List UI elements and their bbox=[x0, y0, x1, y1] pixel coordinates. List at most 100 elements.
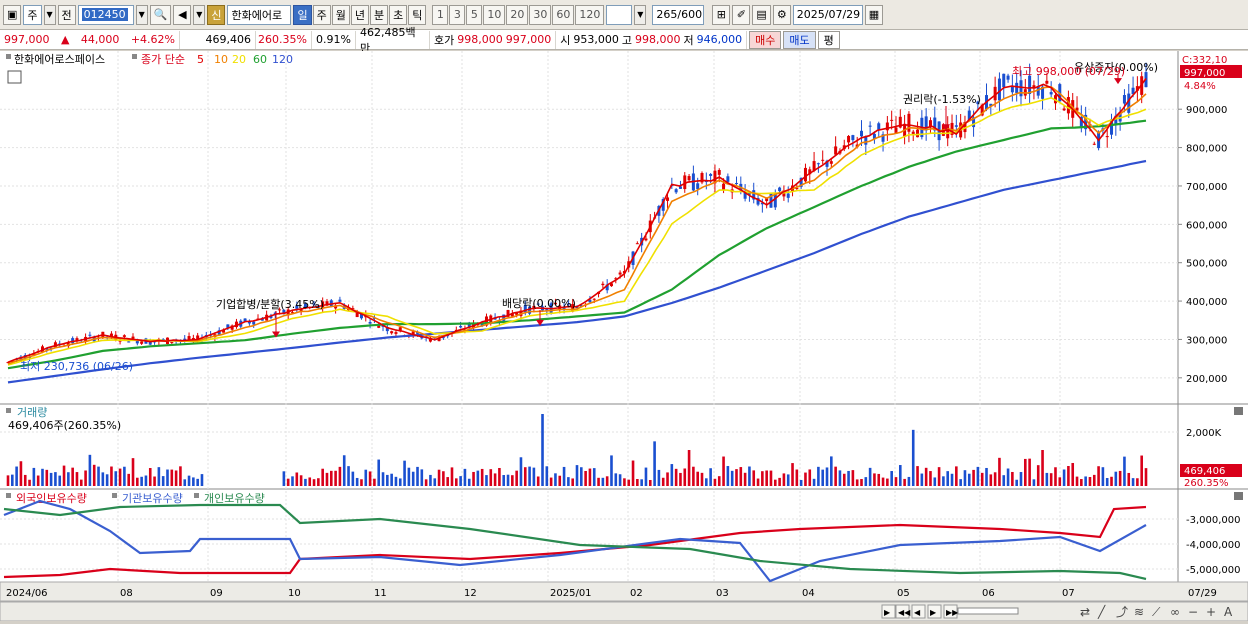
eval-button[interactable]: 평 bbox=[817, 30, 840, 49]
period-tab-6[interactable]: 틱 bbox=[408, 4, 427, 25]
drag-icon[interactable]: ⇄ bbox=[1080, 605, 1090, 619]
volume-bar bbox=[972, 469, 975, 486]
count-field[interactable]: 265/600 bbox=[652, 4, 705, 25]
interval-tab-30[interactable]: 30 bbox=[529, 4, 552, 25]
volume-bar bbox=[950, 473, 954, 486]
trend-icon[interactable]: ⤴ bbox=[1116, 604, 1128, 619]
candle-body bbox=[1114, 115, 1118, 125]
prev-button[interactable]: 전 bbox=[57, 4, 76, 25]
period-tab-1[interactable]: 주 bbox=[312, 4, 331, 25]
zoom-out-icon[interactable]: − bbox=[1188, 605, 1198, 619]
line-tool-icon[interactable]: ╱ bbox=[1097, 604, 1106, 619]
candle-body bbox=[571, 304, 575, 312]
volume-bar bbox=[355, 477, 359, 486]
interval-tab-60[interactable]: 60 bbox=[552, 4, 575, 25]
volume-bar bbox=[679, 472, 682, 486]
link-icon[interactable]: ∞ bbox=[1170, 605, 1180, 619]
volume-bar bbox=[571, 478, 574, 486]
step-forward-icon: ▶ bbox=[930, 608, 937, 617]
candle-body bbox=[808, 169, 812, 175]
zoom-in-icon[interactable]: + bbox=[1206, 605, 1216, 619]
volume-bar bbox=[743, 472, 747, 486]
volume-close-icon[interactable] bbox=[1234, 407, 1243, 415]
new-button[interactable]: 신 bbox=[207, 4, 226, 25]
candle-body bbox=[614, 278, 618, 280]
volume-bar bbox=[610, 455, 613, 486]
speaker-dropdown-icon[interactable]: ▼ bbox=[193, 4, 206, 25]
candle-body bbox=[963, 121, 967, 133]
holdings-close-icon[interactable] bbox=[1234, 492, 1243, 500]
holdings-panel[interactable] bbox=[0, 489, 1248, 581]
x-axis-label: 08 bbox=[120, 588, 133, 599]
step-forward-icon-button[interactable] bbox=[927, 604, 942, 619]
volume-bar bbox=[71, 467, 74, 486]
interval-tab-20[interactable]: 20 bbox=[506, 4, 529, 25]
buy-button[interactable]: 매수 bbox=[749, 30, 782, 49]
holdings-legend-1: 기관보유수량 bbox=[122, 492, 183, 505]
font-icon[interactable]: A bbox=[1224, 605, 1233, 619]
volume-bar bbox=[705, 478, 708, 486]
candle-body bbox=[752, 190, 756, 200]
window-menu-icon[interactable]: ▣ bbox=[3, 4, 22, 25]
volume-bar bbox=[808, 469, 812, 486]
price-y-tick-label: 500,000 bbox=[1186, 259, 1227, 270]
interval-tab-3[interactable]: 3 bbox=[449, 4, 466, 25]
candle-body bbox=[247, 321, 251, 324]
search-icon[interactable]: 🔍 bbox=[149, 4, 172, 25]
draw-tool-icon[interactable]: ✐ bbox=[732, 4, 751, 25]
date-field[interactable]: 2025/07/29 bbox=[792, 4, 863, 25]
candle-body bbox=[351, 308, 355, 310]
candle-body bbox=[743, 191, 747, 199]
period-tab-3[interactable]: 년 bbox=[350, 4, 369, 25]
period-tab-5[interactable]: 초 bbox=[389, 4, 408, 25]
candle-body bbox=[635, 243, 639, 245]
period-tab-4[interactable]: 분 bbox=[369, 4, 389, 25]
scroll-right-icon-button[interactable] bbox=[881, 604, 896, 619]
volume-bar bbox=[511, 475, 514, 486]
dividend-annotation-arrow-icon bbox=[536, 319, 544, 326]
step-back-icon-button[interactable] bbox=[911, 604, 926, 619]
candle-body bbox=[722, 183, 726, 190]
volume-bar bbox=[308, 477, 312, 486]
candle-body bbox=[588, 299, 592, 303]
x-axis-label: 2024/06 bbox=[6, 588, 48, 599]
candle-body bbox=[674, 189, 678, 193]
save-icon[interactable]: ▤ bbox=[752, 4, 771, 25]
sell-button[interactable]: 매도 bbox=[783, 30, 816, 49]
zoom-slider[interactable] bbox=[957, 607, 1019, 615]
interval-tab-5[interactable]: 5 bbox=[466, 4, 483, 25]
candle-body bbox=[1032, 85, 1036, 89]
volume-panel[interactable] bbox=[0, 404, 1248, 488]
zoom-in-icon[interactable]: ⊞ bbox=[712, 4, 731, 25]
ma-line-10 bbox=[7, 85, 1147, 365]
grid-toggle-icon[interactable] bbox=[7, 70, 22, 84]
calendar-icon[interactable]: ▦ bbox=[864, 4, 884, 25]
interval-tab-120[interactable]: 120 bbox=[575, 4, 605, 25]
period-type-select[interactable]: 주 bbox=[23, 4, 42, 25]
volume-bar bbox=[1101, 467, 1105, 486]
chevron-down-icon[interactable]: ▼ bbox=[43, 4, 56, 25]
gear-icon[interactable]: ⚙ bbox=[772, 4, 791, 25]
volume-bar bbox=[907, 476, 911, 486]
measure-icon[interactable]: ⟋ bbox=[1152, 605, 1161, 619]
interval-tab-10[interactable]: 10 bbox=[483, 4, 506, 25]
interval-dropdown-icon[interactable]: ▼ bbox=[634, 4, 647, 25]
fast-forward-icon-button[interactable] bbox=[943, 604, 958, 619]
fib-icon[interactable]: ≋ bbox=[1134, 605, 1144, 619]
stock-code-input[interactable]: 012450 bbox=[77, 4, 134, 25]
stock-name-field[interactable]: 한화에어로 bbox=[227, 4, 292, 25]
volume-bar bbox=[773, 479, 777, 486]
chart-area[interactable]: 2024/06 08 09 10 11 12 2025/01 02 03 04 05 06 07 07/2… bbox=[0, 51, 1248, 622]
interval-custom-input[interactable] bbox=[606, 4, 633, 25]
stock-chart-svg[interactable]: 2024/06 08 09 10 11 12 2025/01 02 03 04 05 06 07 07/2… bbox=[0, 51, 1248, 622]
interval-tab-1[interactable]: 1 bbox=[432, 4, 449, 25]
period-tab-0[interactable]: 일 bbox=[293, 4, 312, 25]
volume-bar bbox=[420, 469, 424, 486]
speaker-icon[interactable]: ◀ bbox=[173, 4, 192, 25]
rewind-icon-button[interactable] bbox=[895, 604, 910, 619]
volume-bar bbox=[144, 475, 148, 486]
stock-code-dropdown-icon[interactable]: ▼ bbox=[135, 4, 148, 25]
candle-body bbox=[398, 327, 402, 331]
volume-bar bbox=[1054, 467, 1057, 486]
period-tab-2[interactable]: 월 bbox=[331, 4, 350, 25]
